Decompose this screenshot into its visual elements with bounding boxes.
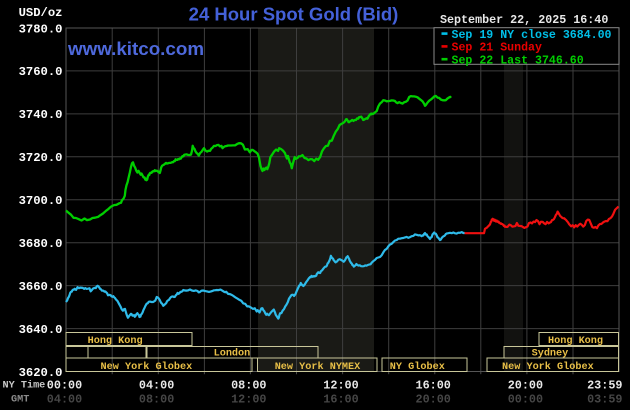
svg-text:04:00: 04:00: [139, 379, 174, 393]
svg-text:Sydney: Sydney: [532, 347, 569, 359]
svg-text:04:00: 04:00: [47, 393, 82, 407]
svg-text:3620.0: 3620.0: [19, 366, 63, 380]
svg-text:3700.0: 3700.0: [19, 194, 63, 208]
svg-text:GMT: GMT: [11, 395, 29, 406]
svg-text:NY Time: NY Time: [3, 380, 46, 392]
svg-text:08:00: 08:00: [139, 393, 174, 407]
svg-text:16:00: 16:00: [415, 379, 450, 393]
svg-text:www.kitco.com: www.kitco.com: [67, 38, 204, 59]
svg-text:3780.0: 3780.0: [19, 22, 63, 36]
svg-text:20:00: 20:00: [415, 393, 450, 407]
svg-text:12:00: 12:00: [323, 379, 358, 393]
svg-text:London: London: [214, 347, 251, 359]
svg-text:12:00: 12:00: [231, 393, 266, 407]
svg-text:16:00: 16:00: [323, 393, 358, 407]
svg-text:Hong Kong: Hong Kong: [548, 336, 603, 347]
svg-text:NY Globex: NY Globex: [390, 361, 445, 373]
svg-text:Hong Kong: Hong Kong: [88, 336, 143, 347]
svg-text:Sep 21 Sunday: Sep 21 Sunday: [452, 42, 542, 55]
svg-text:20:00: 20:00: [508, 379, 543, 393]
svg-text:3660.0: 3660.0: [19, 280, 63, 294]
svg-text:New York NYMEX: New York NYMEX: [275, 361, 361, 373]
svg-text:00:00: 00:00: [508, 393, 543, 407]
svg-text:00:00: 00:00: [47, 379, 82, 393]
svg-text:03:59: 03:59: [587, 393, 622, 407]
svg-text:USD/oz: USD/oz: [19, 6, 63, 20]
svg-text:3740.0: 3740.0: [19, 108, 63, 122]
svg-text:3640.0: 3640.0: [19, 323, 63, 337]
svg-text:3680.0: 3680.0: [19, 237, 63, 251]
svg-text:3720.0: 3720.0: [19, 151, 63, 165]
svg-text:Sep 22 Last 3746.60: Sep 22 Last 3746.60: [452, 54, 584, 67]
svg-text:New York Globex: New York Globex: [101, 361, 193, 373]
svg-text:September 22, 2025 16:40: September 22, 2025 16:40: [440, 13, 608, 27]
svg-text:Sep 19 NY close 3684.00: Sep 19 NY close 3684.00: [452, 29, 612, 42]
svg-text:3760.0: 3760.0: [19, 65, 63, 79]
svg-text:New York Globex: New York Globex: [502, 361, 594, 373]
svg-text:23:59: 23:59: [587, 379, 622, 393]
svg-text:08:00: 08:00: [231, 379, 266, 393]
svg-text:24 Hour Spot Gold (Bid): 24 Hour Spot Gold (Bid): [189, 3, 399, 24]
